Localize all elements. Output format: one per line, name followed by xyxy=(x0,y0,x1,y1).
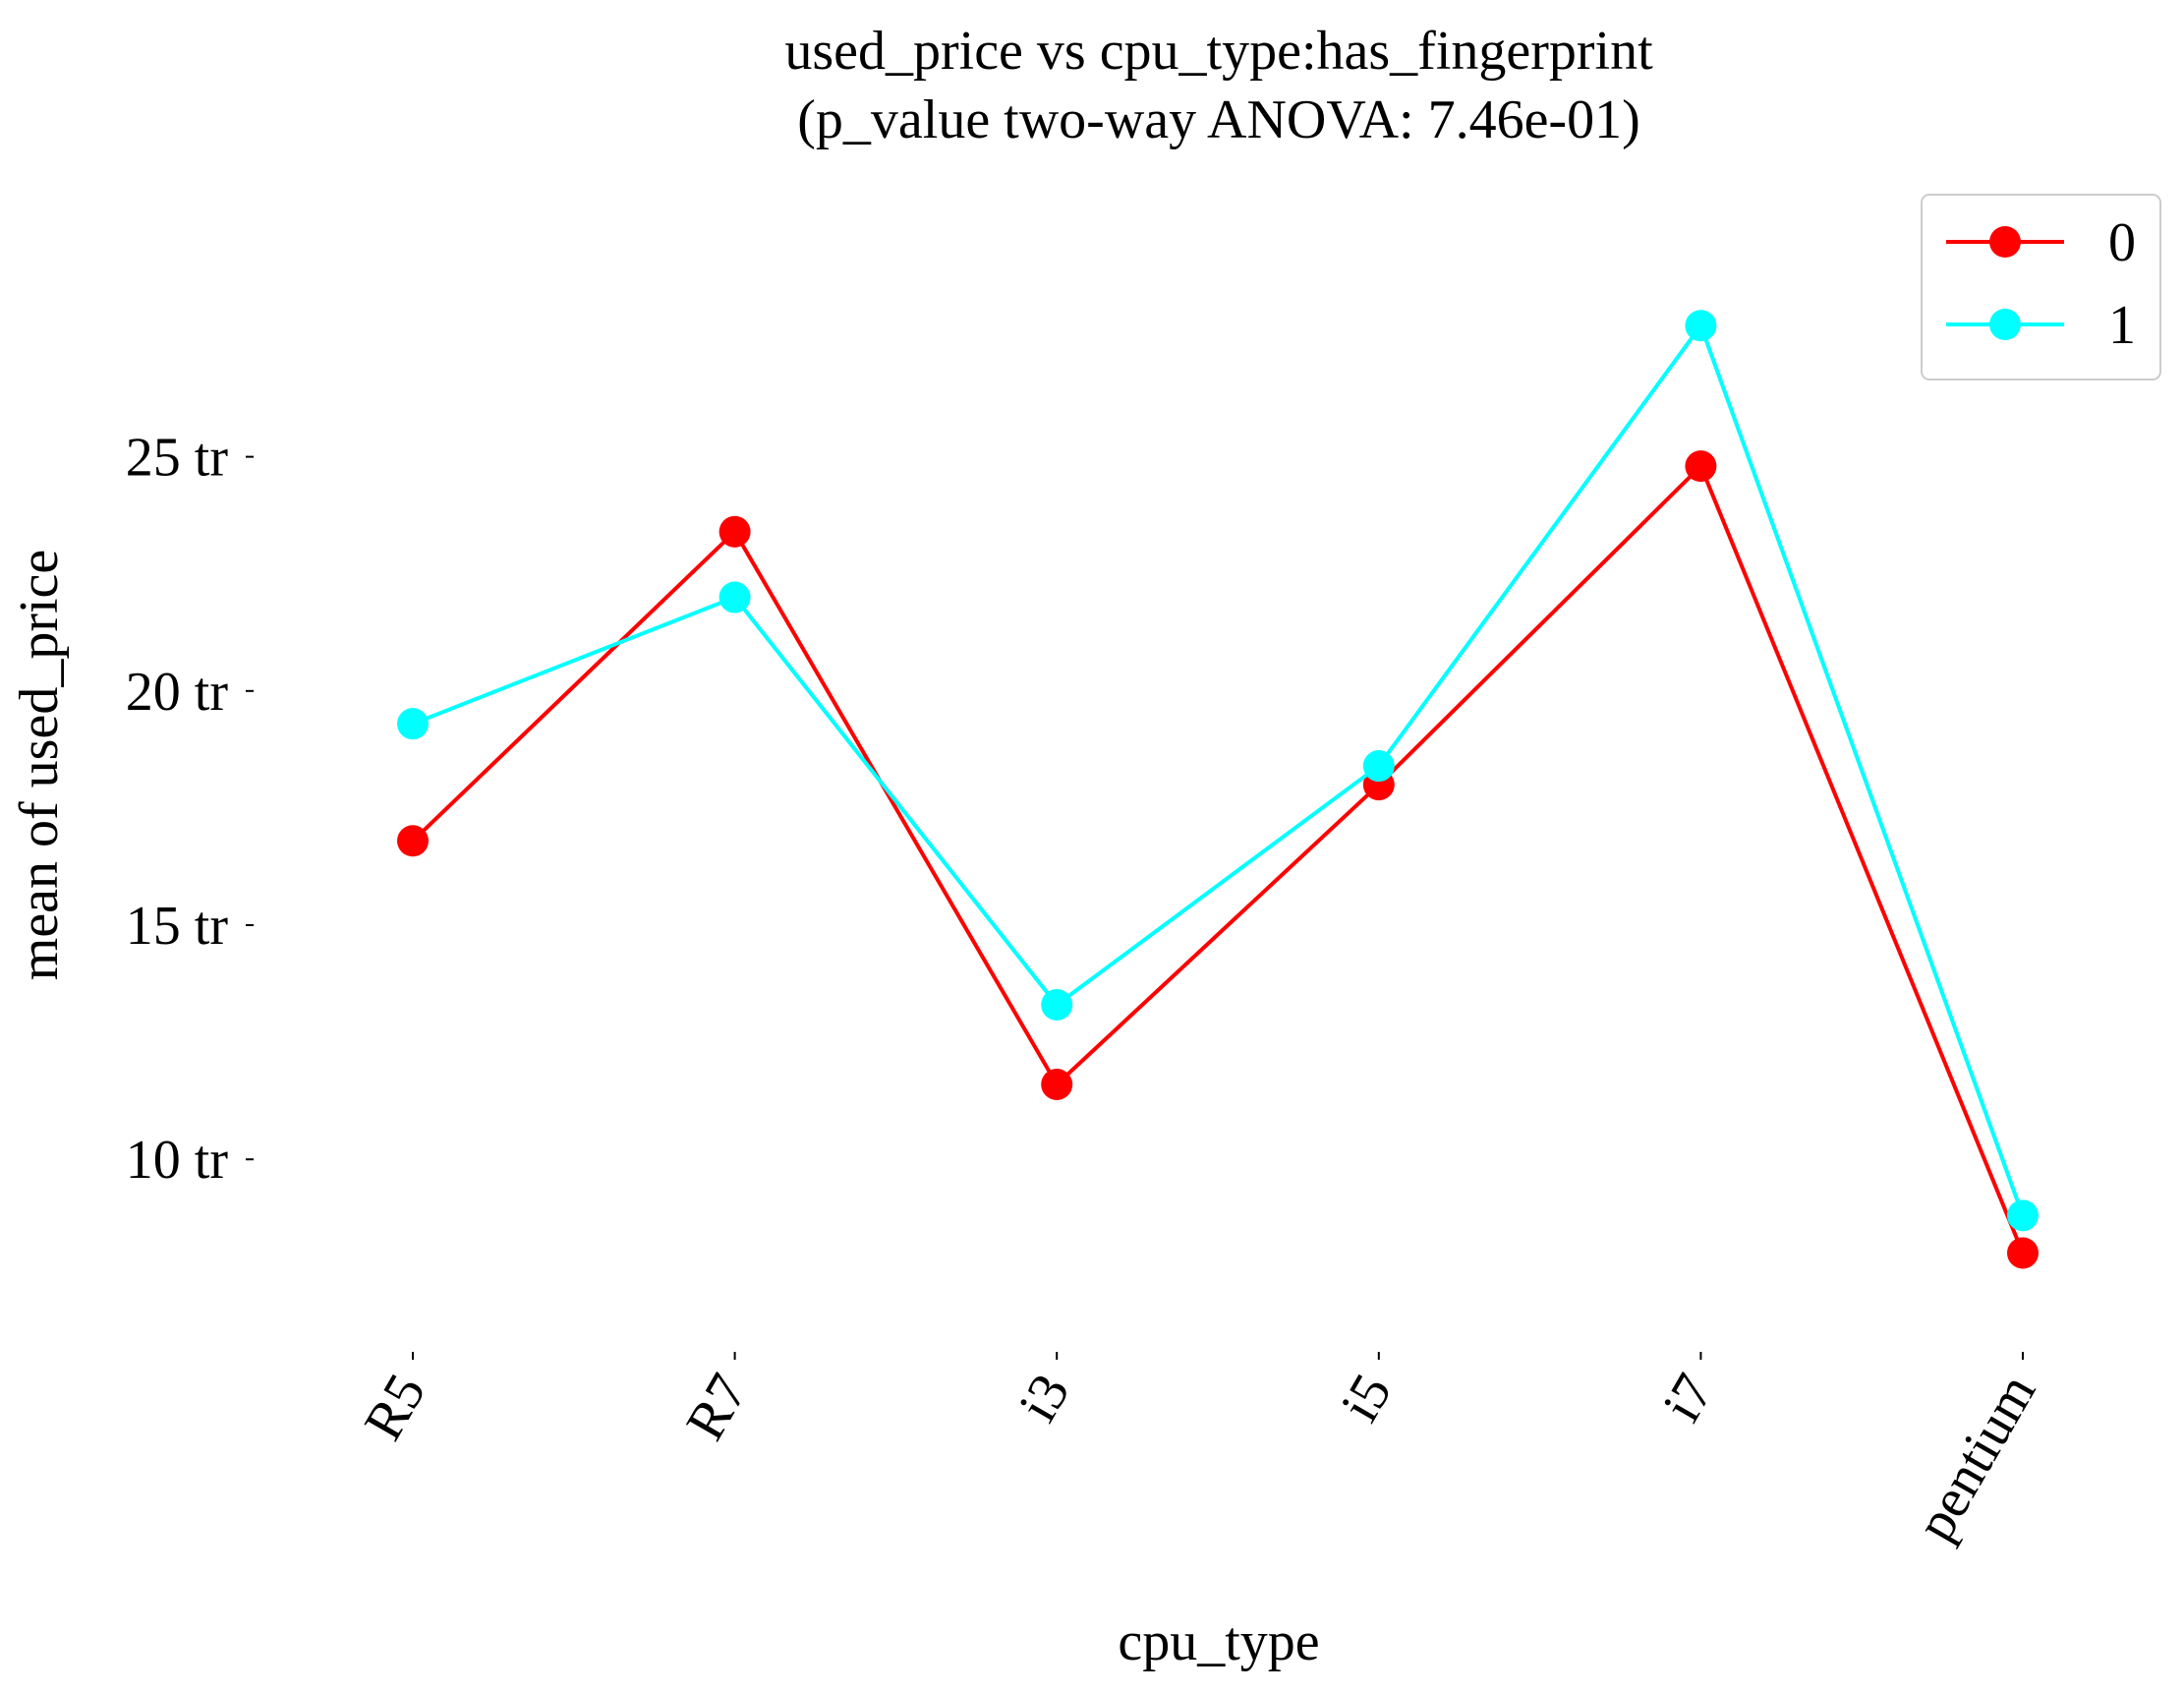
data-point xyxy=(397,825,429,857)
y-tick-label: 20 tr xyxy=(126,662,229,723)
x-tick-label: i5 xyxy=(1330,1365,1404,1432)
data-point xyxy=(2007,1199,2039,1232)
data-point xyxy=(1362,750,1395,783)
series-group xyxy=(397,450,2039,1269)
data-point xyxy=(1041,988,1073,1021)
series-line xyxy=(412,321,2025,1217)
legend-marker xyxy=(1989,226,2021,258)
legend-marker xyxy=(1989,309,2021,340)
series-line xyxy=(411,462,2025,1255)
data-point xyxy=(397,708,429,740)
data-point xyxy=(1041,1068,1073,1100)
chart-subtitle: (p_value two-way ANOVA: 7.46e-01) xyxy=(797,89,1639,150)
x-tick-label: pentium xyxy=(1905,1365,2047,1551)
y-tick-label: 10 tr xyxy=(126,1130,229,1191)
x-tick-label: R7 xyxy=(674,1365,759,1451)
chart-title: used_price vs cpu_type:has_fingerprint xyxy=(784,21,1653,82)
y-axis: 10 tr 15 tr 20 tr 25 tr xyxy=(126,428,254,1191)
data-point xyxy=(1685,450,1717,483)
series-group xyxy=(397,310,2039,1232)
data-point xyxy=(718,515,751,548)
data-point xyxy=(1685,310,1717,342)
x-tick-label: i3 xyxy=(1007,1365,1081,1432)
series-layer xyxy=(397,310,2039,1269)
y-tick-label: 25 tr xyxy=(126,428,229,489)
x-tick-label: i7 xyxy=(1651,1365,1725,1432)
x-axis-label: cpu_type xyxy=(1118,1611,1319,1672)
y-tick-label: 15 tr xyxy=(126,896,229,957)
x-tick-label: R5 xyxy=(353,1365,437,1451)
data-point xyxy=(718,581,751,613)
data-point xyxy=(2007,1237,2039,1269)
legend-label: 1 xyxy=(2108,295,2136,356)
legend-label: 0 xyxy=(2108,212,2136,273)
y-axis-label: mean of used_price xyxy=(9,550,70,980)
x-axis: R5 R7 i3 i5 i7 pentium xyxy=(353,1352,2047,1550)
legend: 01 xyxy=(1921,194,2161,380)
